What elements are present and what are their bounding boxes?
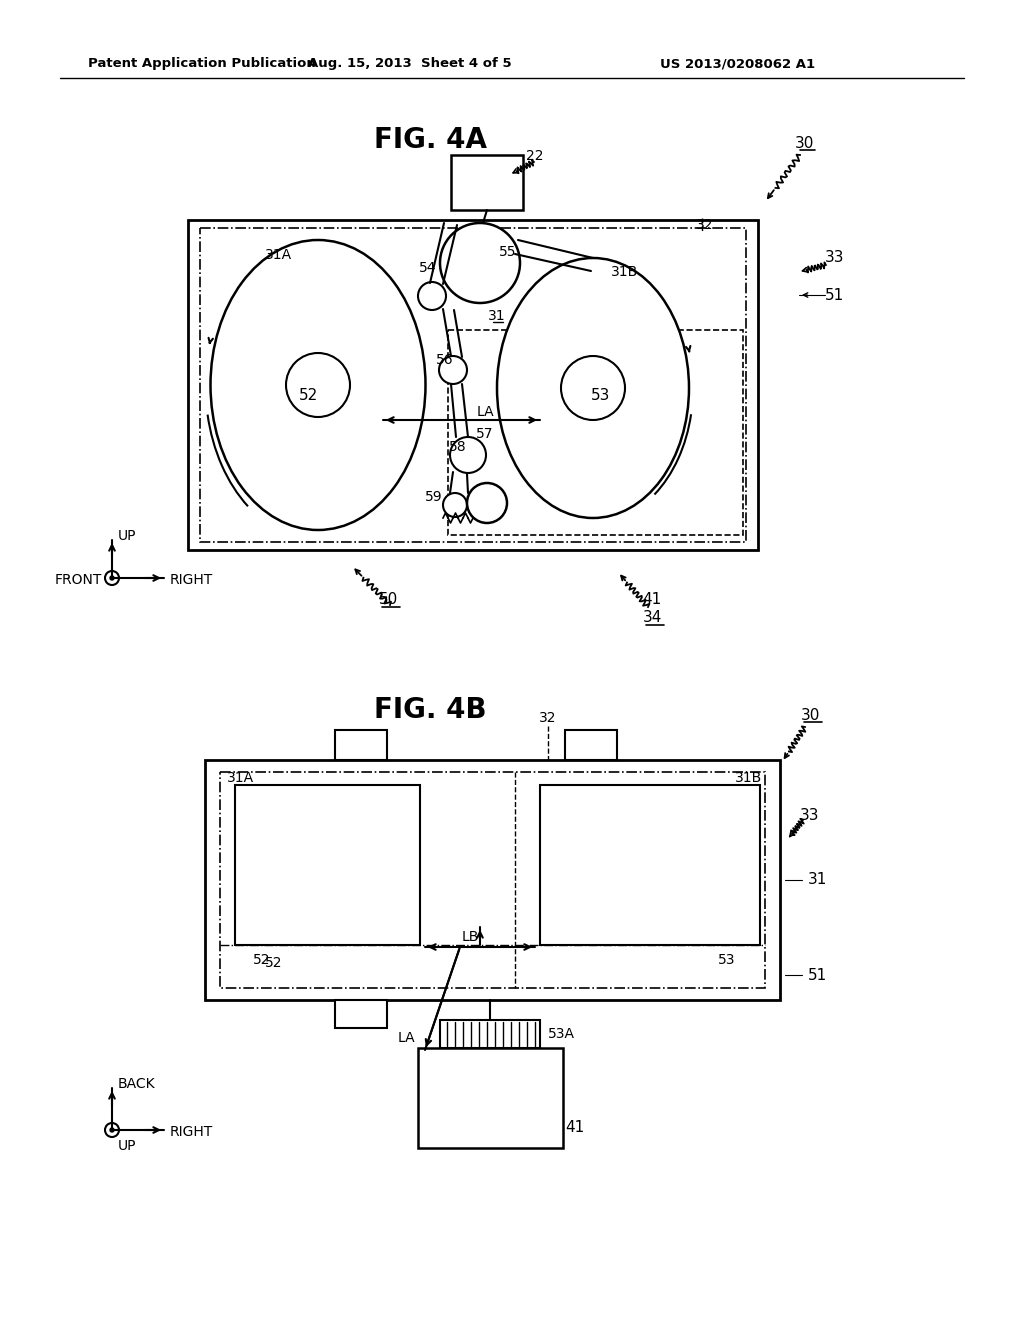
Bar (449, 330, 743, 535)
Circle shape (110, 1129, 114, 1133)
Text: 32: 32 (696, 218, 714, 232)
Text: 53: 53 (591, 388, 610, 404)
Text: FRONT: FRONT (54, 573, 102, 587)
Text: 56: 56 (436, 352, 454, 367)
Bar (335, 730, 387, 760)
Text: 55: 55 (500, 246, 517, 259)
Bar (440, 1020, 540, 1048)
Text: Aug. 15, 2013  Sheet 4 of 5: Aug. 15, 2013 Sheet 4 of 5 (308, 58, 512, 70)
Bar (234, 785, 420, 945)
Text: 58: 58 (450, 440, 467, 454)
Text: RIGHT: RIGHT (170, 1125, 213, 1139)
Text: 33: 33 (800, 808, 820, 822)
Text: 51: 51 (825, 288, 845, 302)
Text: 31B: 31B (735, 771, 762, 785)
Bar (220, 772, 765, 987)
Circle shape (443, 492, 467, 517)
Text: 41: 41 (565, 1121, 585, 1135)
Text: 32: 32 (540, 711, 557, 725)
Text: 52: 52 (298, 388, 317, 403)
Circle shape (105, 1123, 119, 1137)
Text: RIGHT: RIGHT (170, 573, 213, 587)
Bar (418, 1048, 563, 1148)
Text: 57: 57 (476, 426, 494, 441)
Circle shape (450, 437, 486, 473)
Text: 31B: 31B (611, 265, 639, 279)
Text: 52: 52 (253, 953, 270, 968)
Text: 34: 34 (642, 610, 662, 626)
Text: UP: UP (118, 1139, 136, 1152)
Text: US 2013/0208062 A1: US 2013/0208062 A1 (660, 58, 815, 70)
Bar (335, 1001, 387, 1028)
Circle shape (439, 356, 467, 384)
Circle shape (467, 483, 507, 523)
Text: FIG. 4B: FIG. 4B (374, 696, 486, 723)
Circle shape (110, 576, 114, 579)
Bar (451, 154, 523, 210)
Ellipse shape (211, 240, 426, 531)
Text: LA: LA (397, 1031, 415, 1045)
Text: 51: 51 (808, 968, 827, 982)
Text: 53A: 53A (548, 1027, 575, 1041)
Text: FIG. 4A: FIG. 4A (374, 125, 486, 154)
Circle shape (561, 356, 625, 420)
Bar (565, 730, 617, 760)
Text: LB: LB (462, 931, 478, 944)
Text: Patent Application Publication: Patent Application Publication (88, 58, 315, 70)
Circle shape (418, 282, 446, 310)
Text: 33: 33 (825, 251, 845, 265)
Text: 50: 50 (379, 593, 397, 607)
Text: UP: UP (118, 529, 136, 543)
Text: 53: 53 (718, 953, 735, 968)
Bar (200, 228, 746, 543)
Circle shape (105, 572, 119, 585)
Bar (205, 760, 780, 1001)
Text: 31A: 31A (264, 248, 292, 261)
Text: 30: 30 (801, 708, 819, 722)
Text: 22: 22 (526, 149, 544, 162)
Bar (540, 785, 760, 945)
Text: 31A: 31A (227, 771, 254, 785)
Circle shape (440, 223, 520, 304)
Text: 41: 41 (642, 593, 662, 607)
Text: 31: 31 (488, 309, 506, 323)
Text: 30: 30 (796, 136, 815, 150)
Bar (188, 220, 758, 550)
Text: 59: 59 (425, 490, 443, 504)
Text: 31: 31 (808, 873, 827, 887)
Circle shape (286, 352, 350, 417)
Text: 52: 52 (265, 956, 283, 970)
Text: 54: 54 (419, 261, 437, 275)
Text: LA: LA (476, 405, 494, 418)
Ellipse shape (497, 257, 689, 517)
Text: BACK: BACK (118, 1077, 156, 1092)
